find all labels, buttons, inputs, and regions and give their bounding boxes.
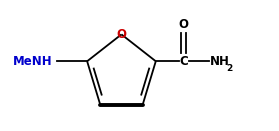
Text: 2: 2: [226, 64, 232, 73]
Text: O: O: [179, 18, 189, 31]
Text: NH: NH: [210, 55, 230, 68]
Text: O: O: [116, 28, 126, 41]
Text: C: C: [179, 55, 188, 68]
Text: MeNH: MeNH: [13, 55, 52, 68]
